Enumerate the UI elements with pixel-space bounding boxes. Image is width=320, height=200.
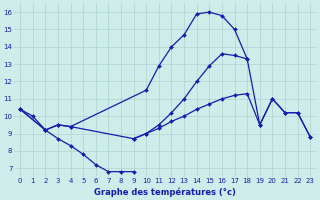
X-axis label: Graphe des températures (°c): Graphe des températures (°c) <box>94 187 236 197</box>
